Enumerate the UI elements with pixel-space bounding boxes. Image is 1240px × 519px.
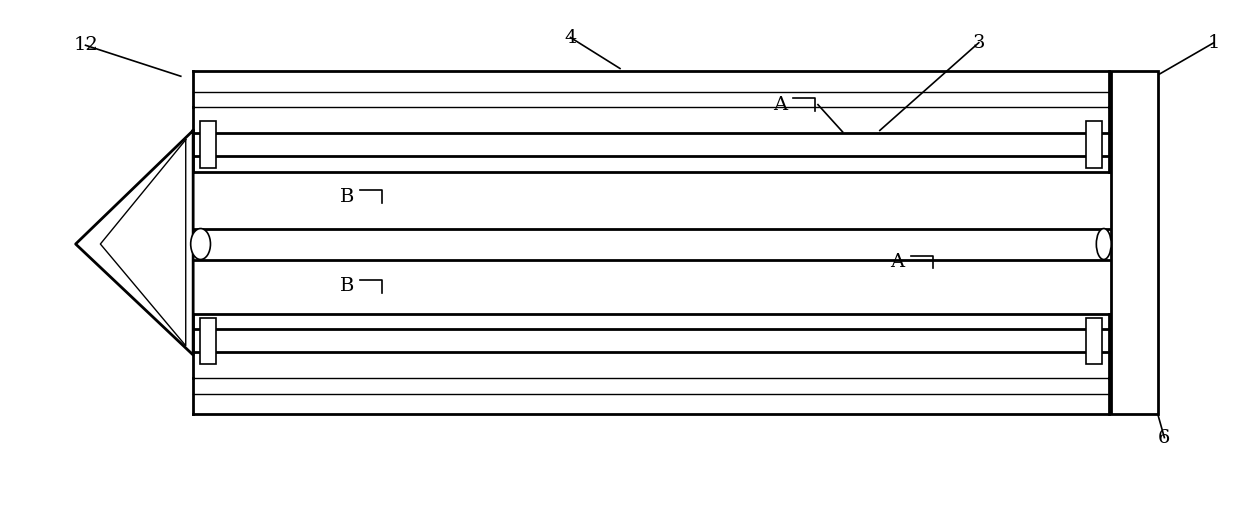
Text: 12: 12 [73, 36, 98, 54]
Bar [200, 121, 216, 168]
Text: A: A [890, 253, 904, 271]
Text: B: B [340, 187, 353, 206]
Text: B: B [340, 277, 353, 295]
Text: A: A [773, 95, 787, 114]
Text: 3: 3 [972, 34, 985, 52]
Text: 6: 6 [1158, 429, 1171, 446]
Bar [1086, 318, 1102, 364]
Bar [1111, 71, 1158, 414]
Bar [1086, 121, 1102, 168]
Ellipse shape [1096, 228, 1111, 260]
Text: 1: 1 [1208, 34, 1220, 52]
Ellipse shape [191, 228, 211, 260]
Text: 4: 4 [564, 29, 577, 47]
Bar [200, 318, 216, 364]
